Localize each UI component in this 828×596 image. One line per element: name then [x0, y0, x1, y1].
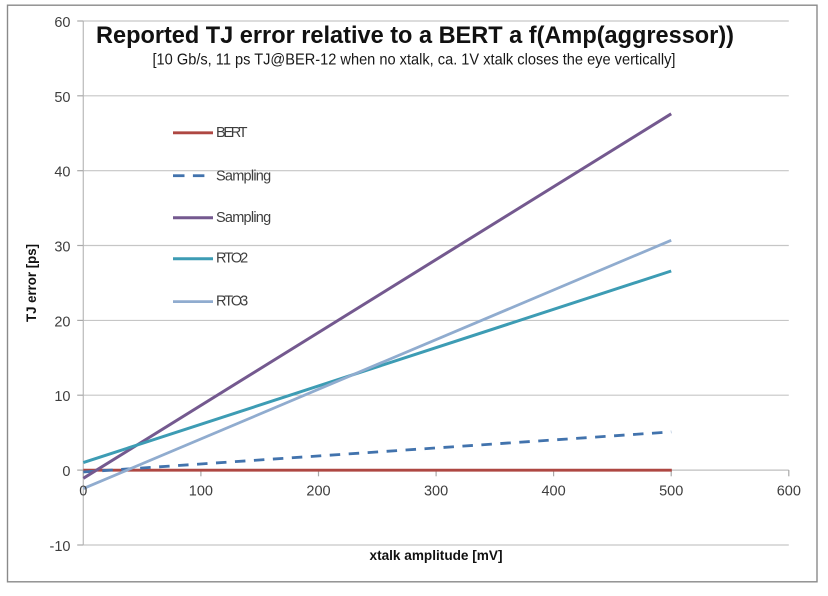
svg-text:40: 40 [54, 165, 70, 181]
svg-text:RTO2: RTO2 [216, 251, 248, 267]
svg-text:-10: -10 [50, 539, 71, 555]
svg-text:200: 200 [306, 483, 330, 499]
svg-text:[10 Gb/s, 11 ps TJ@BER-12 when: [10 Gb/s, 11 ps TJ@BER-12 when no xtalk,… [153, 52, 676, 69]
svg-text:500: 500 [659, 483, 683, 499]
svg-text:10: 10 [54, 389, 70, 405]
svg-text:0: 0 [79, 483, 87, 499]
svg-text:20: 20 [54, 314, 70, 330]
svg-text:Reported TJ error relative to: Reported TJ error relative to a BERT a f… [96, 22, 734, 49]
svg-text:600: 600 [777, 483, 801, 499]
svg-text:0: 0 [62, 464, 70, 480]
svg-text:xtalk amplitude [mV]: xtalk amplitude [mV] [370, 548, 503, 563]
svg-text:300: 300 [424, 483, 448, 499]
svg-text:RTO3: RTO3 [216, 293, 248, 309]
svg-text:BERT: BERT [216, 125, 248, 141]
svg-text:50: 50 [54, 90, 70, 106]
svg-text:Sampling: Sampling [216, 168, 271, 184]
svg-text:60: 60 [54, 15, 70, 31]
svg-text:Sampling: Sampling [216, 210, 271, 226]
svg-text:100: 100 [189, 483, 213, 499]
svg-text:400: 400 [541, 483, 565, 499]
svg-text:TJ error [ps]: TJ error [ps] [24, 244, 39, 322]
svg-text:30: 30 [54, 240, 70, 256]
